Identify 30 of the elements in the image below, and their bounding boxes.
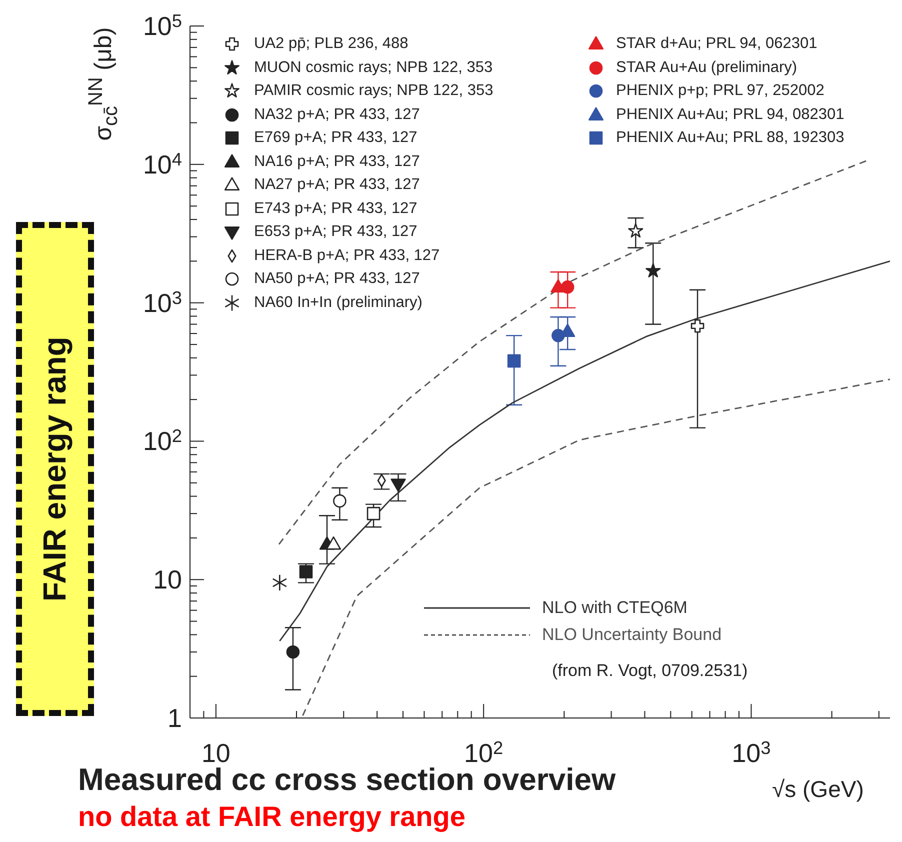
legend-label: NA50 p+A; PR 433, 127: [254, 270, 420, 288]
legend-label: UA2 pp̄; PLB 236, 488: [254, 35, 408, 53]
text: NLO Uncertainty Bound: [542, 625, 722, 645]
legend-label: E743 p+A; PR 433, 127: [254, 200, 418, 218]
y-tick-label: 10: [153, 564, 182, 595]
legend-label: MUON cosmic rays; NPB 122, 353: [254, 58, 493, 76]
annotation: (from R. Vogt, 0709.2531): [552, 661, 748, 681]
legend-label: PAMIR cosmic rays; NPB 122, 353: [254, 82, 494, 100]
y-tick-label: 10$^{4}$: [142, 149, 182, 180]
legend-label: NA27 p+A; PR 433, 127: [254, 176, 420, 194]
text: FAIR energy rang: [36, 336, 74, 602]
x-tick-label: 10$^{3}$: [732, 738, 771, 768]
y-tick-label: 10$^{3}$: [142, 288, 182, 318]
legend-label: HERA-B p+A; PR 433, 127: [254, 246, 440, 264]
y-tick-label: 10$^{2}$: [142, 426, 182, 456]
y-tick-label: 10$^{5}$: [142, 10, 182, 41]
text: no data at FAIR energy range: [78, 801, 466, 832]
y-tick-label: 1: [168, 703, 182, 733]
legend-label: NA32 p+A; PR 433, 127: [254, 106, 420, 124]
legend-label: PHENIX Au+Au; PRL 94, 082301: [616, 106, 844, 124]
x-axis-title: √s (GeV): [772, 776, 864, 803]
legend-label: PHENIX p+p; PRL 97, 252002: [616, 82, 824, 100]
legend-label: NA16 p+A; PR 433, 127: [254, 152, 420, 170]
legend-label: STAR Au+Au (preliminary): [616, 58, 798, 76]
legend-label: PHENIX Au+Au; PRL 88, 192303: [616, 129, 844, 147]
legend-label: NA60 In+In (preliminary): [254, 294, 422, 312]
legend-label: E653 p+A; PR 433, 127: [254, 223, 418, 241]
legend-label: STAR d+Au; PRL 94, 062301: [616, 35, 818, 53]
text: NLO with CTEQ6M: [542, 598, 688, 618]
legend-label: E769 p+A; PR 433, 127: [254, 129, 418, 147]
